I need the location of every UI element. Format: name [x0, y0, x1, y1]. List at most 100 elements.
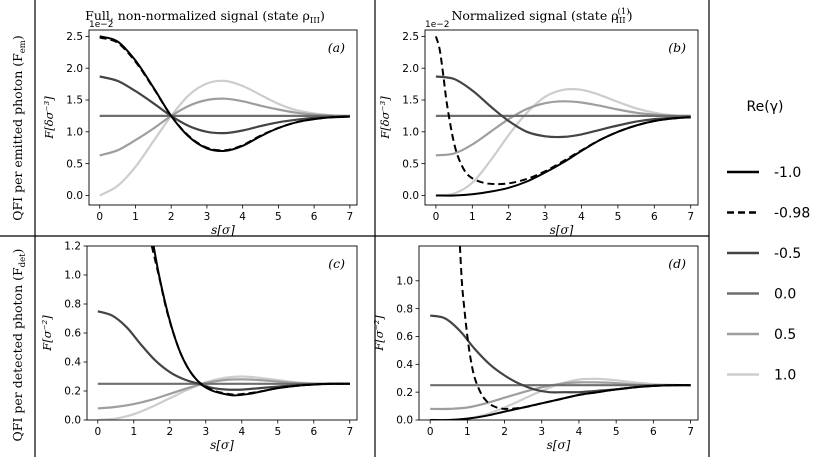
panel-tag: (a) [328, 40, 345, 55]
series-group [99, 35, 350, 197]
series-line-1.0 [99, 79, 350, 197]
y-tick-label: 0.8 [396, 303, 413, 315]
y-tick-label: 1.2 [64, 241, 81, 253]
y-tick-label: 2.5 [402, 31, 419, 43]
x-tick-label: 2 [168, 211, 175, 223]
y-axis-label: F[σ⁻²] [40, 315, 54, 352]
column-header-left: Full, non-normalized signal (state ρIII) [85, 8, 325, 26]
panel-2: 0 1 2 3 4 5 6 7 0.0 0.2 0.4 0.6 0.8 1.0 1.2 s[σ] F[σ⁻²] (… [40, 241, 358, 452]
y-tick-label: 0.0 [66, 190, 83, 202]
x-tick-label: 7 [346, 426, 353, 438]
series-line-0.5 [99, 97, 350, 157]
y-tick-label: 1.0 [66, 127, 83, 139]
x-tick-label: 6 [651, 211, 658, 223]
legend-label: -0.5 [774, 246, 801, 262]
x-tick-label: 0 [427, 426, 434, 438]
y-axis-label: F[δσ⁻³] [378, 96, 392, 140]
x-tick-label: 4 [578, 211, 585, 223]
series-group [97, 246, 350, 420]
x-axis-label: s[σ] [550, 223, 574, 237]
x-tick-label: 2 [501, 426, 508, 438]
y-tick-label: 1.5 [402, 95, 419, 107]
series-group [429, 246, 691, 420]
series-group [434, 36, 691, 197]
offset-text: 1e−2 [89, 20, 114, 30]
series-line--0.5 [435, 75, 691, 139]
legend-entry: 0.5 [727, 327, 796, 343]
y-tick-label: 0.5 [66, 158, 83, 170]
series-line--1.0 [430, 384, 691, 420]
legend-entries: -1.0 -0.98 -0.5 0.0 0.5 1.0 [727, 165, 810, 384]
panel-1: 0 1 2 3 4 5 6 7 0.0 0.5 1.0 1.5 2.0 2.5 s[σ] F[δσ⁻³] (b)… [378, 20, 699, 237]
x-tick-label: 3 [542, 211, 549, 223]
x-axis-label: s[σ] [547, 438, 571, 452]
series-line--0.5 [99, 75, 350, 135]
series-line--0.5 [429, 314, 691, 394]
x-tick-label: 5 [613, 426, 620, 438]
axes-frame [88, 29, 358, 206]
axes-frame [424, 29, 699, 206]
series-line--0.98 [150, 246, 350, 396]
x-tick-label: 7 [687, 426, 694, 438]
x-axis-label: s[σ] [211, 223, 235, 237]
legend: Re(γ) -1.0 -0.98 -0.5 0.0 0.5 1.0 [727, 99, 810, 384]
y-tick-label: 0.6 [64, 328, 81, 340]
chart-panels: 0 1 2 3 4 5 6 7 0.0 0.5 1.0 1.5 2.0 2.5 s[σ] F[δσ⁻³] (a)… [40, 20, 699, 452]
y-tick-label: 1.0 [396, 276, 413, 288]
x-tick-label: 4 [238, 426, 245, 438]
legend-entry: 0.0 [727, 287, 796, 303]
x-tick-label: 1 [132, 211, 139, 223]
y-tick-label: 1.0 [402, 127, 419, 139]
series-line--1.0 [99, 35, 350, 153]
series-line--1.0 [152, 246, 350, 397]
x-tick-label: 5 [615, 211, 622, 223]
offset-text: 1e−2 [425, 20, 450, 30]
panel-3: 0 1 2 3 4 5 6 7 0.0 0.2 0.4 0.6 0.8 1.0 s[σ] F[σ⁻²] (d) [372, 245, 699, 452]
y-tick-label: 0.8 [64, 299, 81, 311]
axes-frame [418, 245, 699, 421]
x-tick-label: 2 [505, 211, 512, 223]
y-axis-label: F[σ⁻²] [372, 315, 386, 352]
legend-entry: 1.0 [727, 368, 796, 384]
x-tick-label: 3 [202, 426, 209, 438]
x-tick-label: 0 [94, 426, 101, 438]
legend-label: 0.5 [774, 327, 796, 343]
x-tick-label: 7 [347, 211, 354, 223]
x-tick-label: 7 [687, 211, 694, 223]
legend-label: -1.0 [774, 165, 801, 181]
y-tick-label: 1.0 [64, 270, 81, 282]
y-tick-label: 0.5 [402, 158, 419, 170]
legend-label: 1.0 [774, 368, 796, 384]
x-tick-label: 6 [310, 426, 317, 438]
panel-tag: (b) [668, 40, 686, 55]
x-tick-label: 0 [433, 211, 440, 223]
panel-tag: (d) [668, 256, 686, 271]
column-header-right: Normalized signal (state ρ(1) III) [451, 6, 632, 26]
y-tick-label: 0.6 [396, 331, 413, 343]
row-header-bottom: QFI per detected photon (Fdet) [10, 249, 28, 442]
y-tick-label: 0.0 [64, 415, 81, 427]
series-line-0.5 [435, 100, 691, 157]
legend-title: Re(γ) [747, 99, 784, 115]
x-tick-label: 0 [96, 211, 103, 223]
x-tick-label: 3 [204, 211, 211, 223]
row-header-top: QFI per emitted photon (Fem) [10, 35, 28, 221]
panel-tag: (c) [328, 256, 345, 271]
x-tick-label: 1 [130, 426, 137, 438]
x-tick-label: 2 [166, 426, 173, 438]
legend-entry: -0.98 [727, 206, 810, 222]
panel-0: 0 1 2 3 4 5 6 7 0.0 0.5 1.0 1.5 2.0 2.5 s[σ] F[δσ⁻³] (a)… [42, 20, 358, 237]
y-tick-label: 2.0 [66, 63, 83, 75]
y-tick-label: 0.0 [402, 190, 419, 202]
x-tick-label: 4 [239, 211, 246, 223]
y-tick-label: 0.4 [396, 359, 413, 371]
y-axis-label: F[δσ⁻³] [42, 96, 56, 140]
legend-entry: -1.0 [727, 165, 801, 181]
y-tick-label: 0.4 [64, 357, 81, 369]
y-tick-label: 2.0 [402, 63, 419, 75]
y-tick-label: 2.5 [66, 31, 83, 43]
x-tick-label: 5 [275, 211, 282, 223]
legend-label: -0.98 [774, 206, 810, 222]
x-tick-label: 4 [576, 426, 583, 438]
